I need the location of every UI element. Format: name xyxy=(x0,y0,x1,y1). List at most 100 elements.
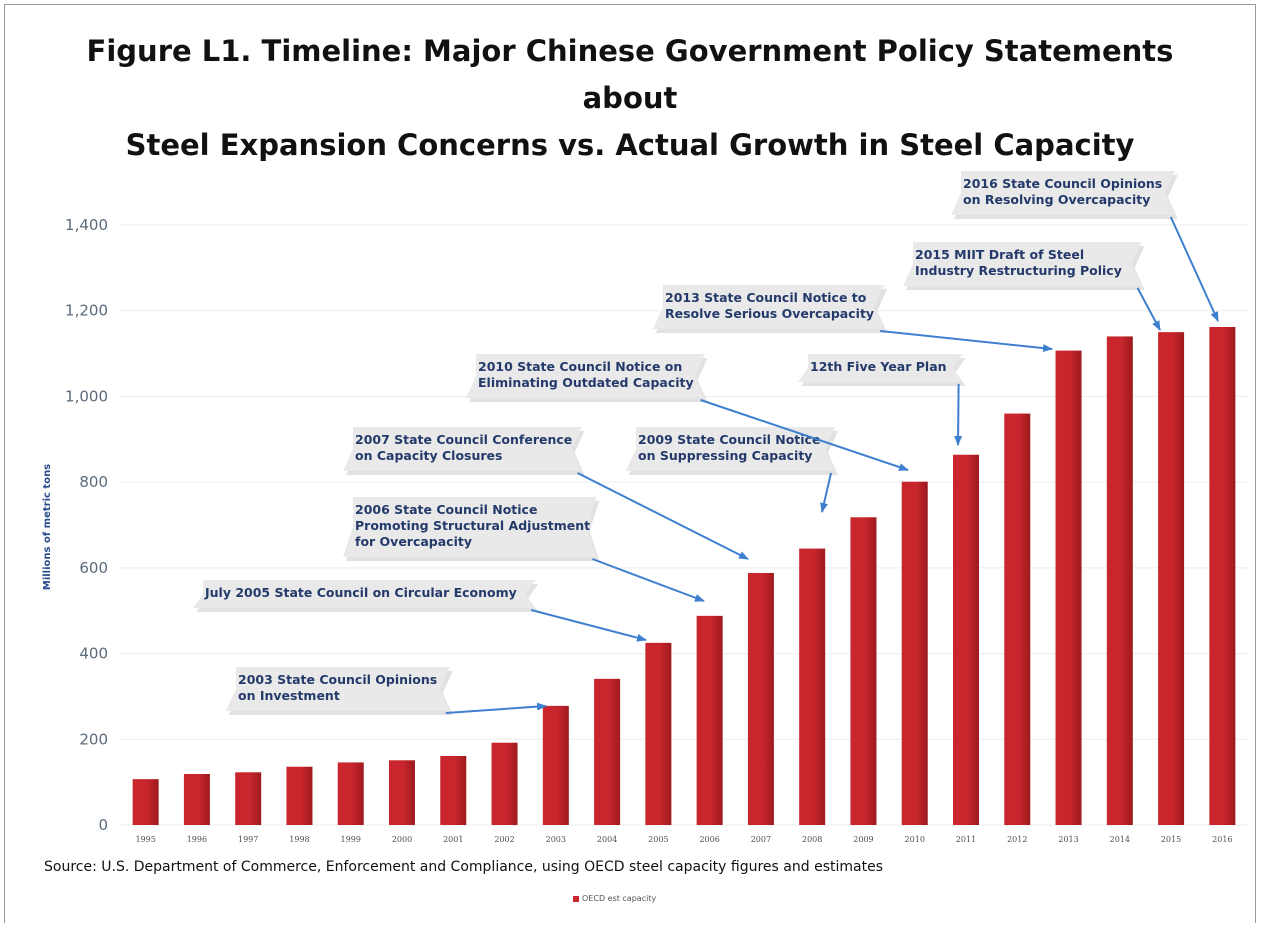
callout-shape xyxy=(343,497,597,557)
x-tick-label: 2012 xyxy=(1007,835,1027,844)
y-tick-label: 600 xyxy=(79,559,108,577)
chart-title-line-1: Figure L1. Timeline: Major Chinese Gover… xyxy=(86,34,1174,115)
annotation-callout: 12th Five Year Plan xyxy=(798,354,966,446)
y-tick-label: 1,000 xyxy=(65,387,108,405)
callout-arrow xyxy=(530,609,647,642)
callout-arrow xyxy=(1169,216,1219,322)
callout-text: 12th Five Year Plan xyxy=(810,359,947,374)
callout-arrow xyxy=(700,399,909,471)
bar xyxy=(850,517,877,825)
x-tick-label: 2015 xyxy=(1161,835,1181,844)
callout-arrow xyxy=(1136,287,1161,331)
callout-text: on Capacity Closures xyxy=(355,448,502,463)
x-tick-label: 2000 xyxy=(392,835,412,844)
bar xyxy=(799,548,826,825)
callout-shape xyxy=(226,667,450,711)
bar xyxy=(747,573,774,825)
bar xyxy=(235,772,262,825)
bar xyxy=(1106,336,1133,825)
x-tick-label: 2006 xyxy=(699,835,719,844)
callout-text: 2009 State Council Notice xyxy=(638,432,820,447)
figure-frame xyxy=(4,4,1256,923)
x-tick-label: 1999 xyxy=(341,835,361,844)
callout-arrow xyxy=(820,472,832,513)
callout-shape xyxy=(626,427,835,471)
bar xyxy=(491,742,518,825)
x-tick-label: 2009 xyxy=(853,835,873,844)
bar xyxy=(1055,350,1082,825)
y-tick-label: 1,200 xyxy=(65,302,108,320)
callout-text: July 2005 State Council on Circular Econ… xyxy=(204,585,517,600)
callout-text: 2007 State Council Conference xyxy=(355,432,572,447)
x-tick-label: 1996 xyxy=(187,835,207,844)
bar xyxy=(696,615,723,825)
callout-text: for Overcapacity xyxy=(355,534,472,549)
callout-arrow xyxy=(445,702,547,714)
bar xyxy=(645,642,672,825)
y-tick-label: 800 xyxy=(79,473,108,491)
callout-arrow xyxy=(577,472,749,560)
callout-text: on Suppressing Capacity xyxy=(638,448,812,463)
callout-text: 2016 State Council Opinions xyxy=(963,176,1162,191)
callout-shape xyxy=(903,242,1142,286)
y-tick-label: 1,400 xyxy=(65,216,108,234)
callout-shape xyxy=(343,427,582,471)
callout-shape xyxy=(466,354,705,398)
bar xyxy=(337,762,364,825)
x-tick-label: 2013 xyxy=(1058,835,1078,844)
callout-text: 2003 State Council Opinions xyxy=(238,672,437,687)
annotation-callout: 2010 State Council Notice onEliminating … xyxy=(466,354,909,471)
x-tick-label: 2005 xyxy=(648,835,668,844)
callout-text: 2015 MIIT Draft of Steel xyxy=(915,247,1084,262)
bar xyxy=(132,779,159,825)
bar xyxy=(542,705,569,825)
callout-arrow xyxy=(954,383,963,446)
x-tick-label: 1997 xyxy=(238,835,258,844)
callout-text: Eliminating Outdated Capacity xyxy=(478,375,694,390)
callout-text: 2010 State Council Notice on xyxy=(478,359,682,374)
legend: OECD est capacity xyxy=(573,894,656,903)
bar xyxy=(1158,332,1185,825)
bar xyxy=(389,760,415,825)
y-axis-label: Millions of metric tons xyxy=(42,464,53,590)
source-note: Source: U.S. Department of Commerce, Enf… xyxy=(44,859,883,875)
chart-title: Figure L1. Timeline: Major Chinese Gover… xyxy=(40,28,1220,169)
bar xyxy=(183,774,210,825)
bar xyxy=(594,678,621,825)
bar xyxy=(440,756,467,825)
callout-text: on Resolving Overcapacity xyxy=(963,192,1150,207)
x-tick-label: 2004 xyxy=(597,835,617,844)
x-tick-label: 2011 xyxy=(956,835,976,844)
callout-shape xyxy=(193,580,536,608)
x-tick-label: 2008 xyxy=(802,835,822,844)
bar xyxy=(286,766,313,825)
bar xyxy=(901,481,928,825)
callout-text: Industry Restructuring Policy xyxy=(915,263,1122,278)
bars xyxy=(132,327,1236,825)
bar xyxy=(1209,327,1236,825)
chart-title-line-2: Steel Expansion Concerns vs. Actual Grow… xyxy=(125,128,1135,162)
x-tick-label: 1998 xyxy=(289,835,309,844)
y-axis: 0 200 400 600 800 1,000 1,200 1,400 xyxy=(65,216,108,834)
callout-shape xyxy=(951,171,1175,215)
y-tick-label: 0 xyxy=(98,816,108,834)
legend-label: OECD est capacity xyxy=(582,894,657,903)
callout-text: 2006 State Council Notice xyxy=(355,502,537,517)
bar xyxy=(1004,413,1031,825)
x-tick-label: 2014 xyxy=(1110,835,1130,844)
x-tick-label: 2001 xyxy=(443,835,463,844)
x-tick-label: 2010 xyxy=(905,835,925,844)
annotation-callout: July 2005 State Council on Circular Econ… xyxy=(193,580,647,642)
y-tick-label: 400 xyxy=(79,645,108,663)
x-tick-label: 2003 xyxy=(546,835,566,844)
bar xyxy=(953,454,979,825)
legend-swatch xyxy=(573,895,579,902)
